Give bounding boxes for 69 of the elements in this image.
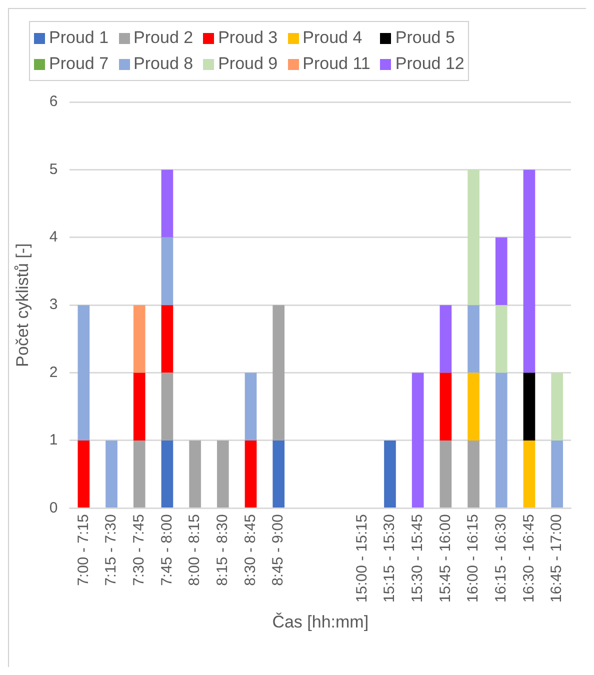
bar: [468, 372, 480, 440]
y-tick-label: 5: [49, 160, 58, 178]
bar: [384, 440, 396, 508]
x-tick-label: 8:15 - 8:30: [214, 514, 232, 586]
y-axis-title: Počet cyklistů [-]: [12, 243, 32, 367]
bar: [468, 170, 480, 306]
x-tick-label: 15:15 - 15:30: [381, 514, 398, 603]
x-tick-label: 16:15 - 16:30: [492, 514, 510, 603]
bar: [189, 440, 201, 508]
y-tick-label: 6: [49, 93, 58, 110]
bar: [161, 305, 174, 373]
legend-label: Proud 8: [134, 54, 194, 74]
legend-label: Proud 1: [49, 28, 109, 48]
legend-label: Proud 9: [218, 54, 278, 74]
bar: [106, 440, 118, 508]
x-tick-label: 16:30 - 16:45: [520, 514, 538, 603]
x-tick-label: 15:00 - 15:15: [353, 514, 370, 603]
bar: [551, 372, 563, 440]
bar: [523, 440, 536, 508]
legend-label: Proud 5: [395, 28, 455, 48]
bar: [244, 440, 257, 508]
x-tick-label: 16:00 - 16:15: [464, 514, 482, 603]
bar: [216, 440, 229, 508]
bar: [468, 305, 480, 373]
bar: [523, 170, 536, 373]
bar: [272, 440, 285, 508]
bar: [78, 440, 90, 508]
bar: [440, 305, 452, 373]
bar: [161, 237, 174, 306]
legend-label: Proud 3: [218, 28, 278, 48]
x-tick-label: 15:30 - 15:45: [408, 514, 426, 603]
bar: [78, 305, 90, 440]
bar: [133, 305, 146, 373]
x-tick-label: 7:15 - 7:30: [102, 514, 120, 586]
y-tick-label: 3: [49, 296, 58, 314]
bar: [468, 440, 480, 508]
y-tick-label: 0: [49, 499, 58, 516]
x-tick-label: 7:00 - 7:15: [74, 514, 92, 586]
x-axis-title: Čas [hh:mm]: [272, 612, 369, 632]
y-tick-label: 4: [49, 228, 58, 246]
bar: [551, 440, 563, 508]
legend-label: Proud 2: [134, 28, 194, 48]
x-tick-label: 7:45 - 8:00: [158, 514, 176, 586]
legend-label: Proud 11: [302, 54, 370, 74]
bar: [161, 372, 174, 440]
bar: [495, 372, 508, 508]
bar: [133, 372, 146, 440]
bar: [412, 372, 424, 508]
bar: [495, 305, 508, 373]
legend-label: Proud 7: [49, 54, 109, 74]
bar: [133, 440, 146, 508]
y-tick-label: 1: [49, 432, 58, 449]
bar: [440, 372, 452, 440]
x-tick-label: 8:45 - 9:00: [270, 514, 287, 586]
bar: [495, 237, 508, 306]
bar: [161, 440, 174, 508]
x-tick-label: 7:30 - 7:45: [130, 514, 148, 586]
bar: [272, 305, 285, 440]
bar: [440, 440, 452, 508]
legend-label: Proud 12: [395, 54, 464, 74]
y-tick-label: 2: [49, 364, 58, 381]
bar: [161, 170, 174, 238]
x-tick-label: 8:00 - 8:15: [186, 514, 204, 586]
bar: [523, 372, 536, 440]
bar: [244, 372, 257, 440]
x-tick-label: 15:45 - 16:00: [436, 514, 454, 603]
x-tick-label: 16:45 - 17:00: [548, 514, 566, 603]
x-tick-label: 8:30 - 8:45: [242, 514, 259, 586]
legend-label: Proud 4: [302, 28, 362, 48]
